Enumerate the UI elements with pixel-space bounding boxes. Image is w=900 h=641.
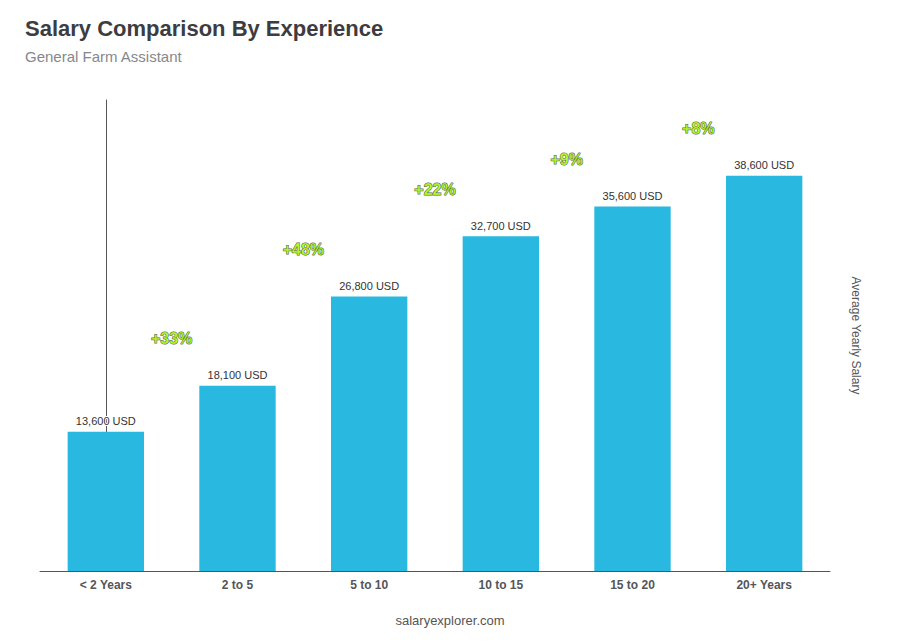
svg-text:18,100 USD: 18,100 USD (208, 369, 268, 381)
svg-text:13,600 USD: 13,600 USD (76, 415, 136, 427)
svg-text:5 to 10: 5 to 10 (350, 578, 388, 592)
svg-text:2 to 5: 2 to 5 (222, 578, 254, 592)
svg-text:< 2 Years: < 2 Years (80, 578, 132, 592)
svg-text:15 to 20: 15 to 20 (610, 578, 655, 592)
svg-text:20+ Years: 20+ Years (736, 578, 792, 592)
svg-text:Average Yearly Salary: Average Yearly Salary (849, 277, 863, 395)
svg-text:35,600 USD: 35,600 USD (603, 190, 663, 202)
svg-text:26,800 USD: 26,800 USD (339, 280, 399, 292)
svg-text:+8%: +8% (682, 120, 714, 137)
svg-text:+22%: +22% (414, 181, 455, 198)
svg-text:+33%: +33% (151, 330, 192, 347)
svg-text:salaryexplorer.com: salaryexplorer.com (395, 613, 504, 628)
svg-text:+9%: +9% (550, 151, 582, 168)
svg-text:38,600 USD: 38,600 USD (734, 159, 794, 171)
svg-text:General Farm Assistant: General Farm Assistant (25, 48, 183, 65)
svg-text:32,700 USD: 32,700 USD (471, 220, 531, 232)
svg-text:10 to 15: 10 to 15 (478, 578, 523, 592)
svg-text:+48%: +48% (283, 241, 324, 258)
svg-text:Salary Comparison By Experienc: Salary Comparison By Experience (25, 16, 383, 41)
